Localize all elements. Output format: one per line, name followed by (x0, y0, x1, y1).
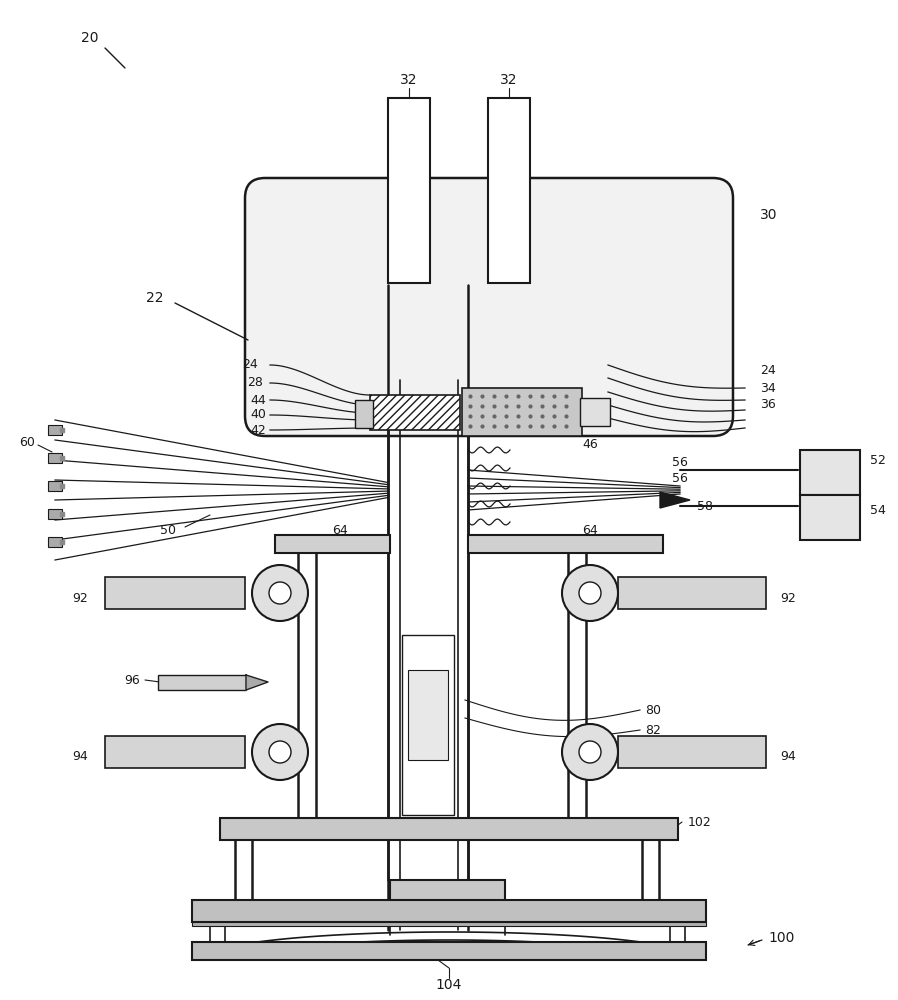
Text: 64: 64 (582, 524, 598, 536)
Text: 92: 92 (780, 591, 796, 604)
Text: 36: 36 (760, 398, 776, 412)
Bar (48, 509, 62, 519)
Bar (462, 388, 582, 436)
Text: 44: 44 (251, 393, 266, 406)
Bar (388, 98, 430, 283)
Bar (580, 398, 610, 426)
Circle shape (579, 582, 601, 604)
Text: 80: 80 (645, 704, 661, 716)
Bar (220, 818, 678, 840)
Bar (48, 453, 62, 463)
Text: 104: 104 (436, 978, 462, 992)
Text: 94: 94 (72, 750, 88, 764)
Bar (402, 635, 454, 815)
Text: 30: 30 (760, 208, 778, 222)
Text: 42: 42 (251, 424, 266, 436)
Bar (48, 537, 62, 547)
Circle shape (579, 741, 601, 763)
Text: 34: 34 (760, 381, 776, 394)
Polygon shape (660, 492, 690, 508)
Text: 32: 32 (401, 73, 418, 87)
Polygon shape (246, 675, 268, 690)
Text: 46: 46 (582, 438, 598, 452)
Text: 102: 102 (688, 816, 712, 828)
Bar (488, 98, 530, 283)
Text: 20: 20 (81, 31, 99, 45)
Circle shape (252, 724, 308, 780)
Text: 40: 40 (250, 408, 266, 422)
Bar (192, 900, 706, 922)
Circle shape (269, 582, 291, 604)
Bar (192, 942, 706, 960)
Bar (355, 400, 373, 428)
Bar (370, 395, 460, 430)
FancyBboxPatch shape (245, 178, 733, 436)
Text: 56: 56 (672, 472, 688, 485)
Circle shape (269, 741, 291, 763)
Bar (48, 425, 62, 435)
Text: 58: 58 (697, 499, 713, 512)
Text: 24: 24 (242, 359, 258, 371)
Bar (105, 577, 245, 609)
Bar (158, 675, 246, 690)
Bar (192, 922, 706, 926)
Text: 28: 28 (247, 376, 263, 389)
Bar (105, 736, 245, 768)
Bar (48, 481, 62, 491)
Text: 92: 92 (72, 591, 88, 604)
Bar (800, 495, 860, 540)
Text: 32: 32 (500, 73, 518, 87)
Text: 54: 54 (870, 504, 885, 516)
Bar (390, 880, 505, 912)
Bar (800, 450, 860, 495)
Bar (618, 577, 766, 609)
Text: 60: 60 (19, 436, 35, 450)
Text: 52: 52 (870, 454, 885, 466)
Bar (618, 736, 766, 768)
Text: 100: 100 (768, 931, 795, 945)
Text: 82: 82 (645, 724, 661, 736)
Text: 56: 56 (672, 456, 688, 468)
Circle shape (252, 565, 308, 621)
Text: 96: 96 (124, 674, 140, 686)
Bar (408, 670, 448, 760)
Circle shape (562, 565, 618, 621)
Text: 94: 94 (780, 750, 796, 764)
Bar (275, 535, 390, 553)
Text: 24: 24 (760, 363, 776, 376)
Text: 50: 50 (160, 524, 176, 536)
Text: 22: 22 (146, 291, 163, 305)
Bar (468, 535, 663, 553)
Circle shape (562, 724, 618, 780)
Text: 64: 64 (332, 524, 348, 536)
